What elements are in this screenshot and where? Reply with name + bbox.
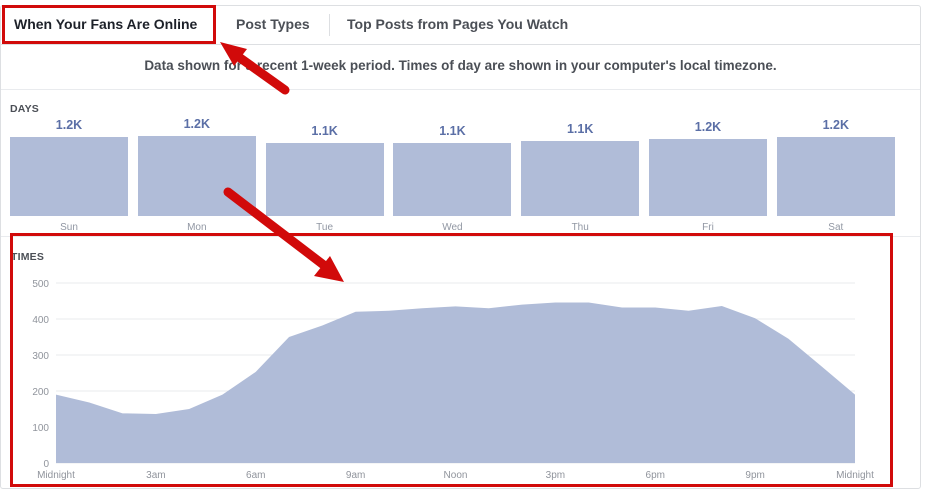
y-tick-label: 500 [32,279,49,290]
x-tick-label: Midnight [37,470,75,481]
y-tick-label: 400 [32,315,49,326]
tab-post-types[interactable]: Post Types [236,16,310,32]
day-name-label: Sun [60,222,78,232]
day-value-label: 1.1K [566,122,594,136]
x-tick-label: Noon [444,470,468,481]
x-tick-label: 6am [246,470,265,481]
day-name-label: Sat [828,222,844,232]
times-section-label: TIMES [11,251,45,263]
tab-bar: When Your Fans Are Online Post Types Top… [0,5,921,45]
times-area-series [56,302,855,463]
x-tick-label: 3am [146,470,165,481]
day-bar-sat[interactable] [776,137,895,216]
x-tick-label: 9pm [745,470,764,481]
day-value-label: 1.2K [822,118,849,132]
day-bar-sun[interactable] [10,137,128,216]
y-tick-label: 300 [32,351,49,362]
day-bar-thu[interactable] [521,141,640,216]
day-value-label: 1.1K [311,124,338,138]
day-name-label: Thu [571,222,589,232]
tab-divider [329,14,330,36]
x-tick-label: 3pm [546,470,565,481]
day-value-label: 1.2K [183,117,210,131]
y-tick-label: 200 [32,387,49,398]
day-name-label: Mon [187,222,207,232]
period-description: Data shown for a recent 1-week period. T… [144,58,777,73]
y-tick-label: 100 [32,423,49,434]
day-value-label: 1.2K [694,120,722,134]
x-tick-label: 9am [346,470,365,481]
day-bar-fri[interactable] [649,139,767,216]
day-name-label: Fri [702,222,714,232]
day-bar-wed[interactable] [393,143,512,216]
y-tick-label: 0 [43,459,49,470]
day-value-label: 1.1K [439,124,466,138]
days-section-label: DAYS [10,103,40,115]
tab-when-fans-online[interactable]: When Your Fans Are Online [14,16,198,32]
section-divider [1,236,920,237]
day-value-label: 1.2K [55,118,83,132]
x-tick-label: Midnight [836,470,874,481]
tab-top-posts[interactable]: Top Posts from Pages You Watch [347,16,569,32]
day-name-label: Wed [442,222,463,232]
section-divider [1,89,920,90]
x-tick-label: 6pm [646,470,665,481]
